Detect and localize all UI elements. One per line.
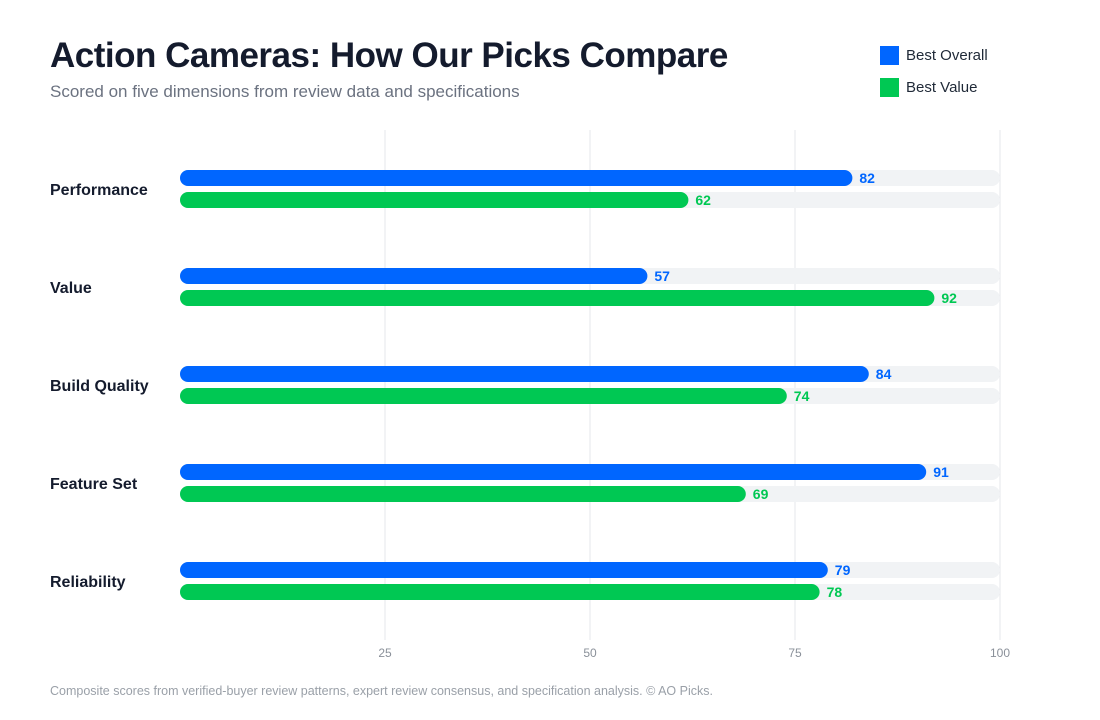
- category-label-performance: Performance: [50, 182, 148, 199]
- value-label-build-quality-best-overall: 84: [876, 366, 892, 382]
- x-tick-label-50: 50: [583, 646, 597, 660]
- bar-value-best-value: [180, 290, 935, 306]
- bar-performance-best-value: [180, 192, 689, 208]
- legend-item-best-value: Best Value: [880, 77, 988, 97]
- legend-swatch-best-overall: [880, 45, 899, 65]
- bar-performance-best-overall: [180, 170, 853, 186]
- value-label-feature-set-best-value: 69: [753, 486, 769, 502]
- legend: Best Overall Best Value: [880, 45, 988, 109]
- value-label-feature-set-best-overall: 91: [933, 464, 949, 480]
- legend-label-best-value: Best Value: [906, 78, 978, 96]
- bar-build-quality-best-overall: [180, 366, 869, 382]
- category-label-feature-set: Feature Set: [50, 476, 138, 493]
- bar-build-quality-best-value: [180, 388, 787, 404]
- x-tick-label-75: 75: [788, 646, 802, 660]
- bar-feature-set-best-value: [180, 486, 746, 502]
- category-label-value: Value: [50, 280, 92, 297]
- category-label-build-quality: Build Quality: [50, 378, 149, 395]
- value-label-build-quality-best-value: 74: [794, 388, 810, 404]
- value-label-performance-best-overall: 82: [859, 170, 875, 186]
- legend-label-best-overall: Best Overall: [906, 46, 988, 64]
- category-label-reliability: Reliability: [50, 574, 126, 591]
- x-tick-label-100: 100: [990, 646, 1010, 660]
- bar-reliability-best-overall: [180, 562, 828, 578]
- value-label-reliability-best-value: 78: [827, 584, 843, 600]
- legend-item-best-overall: Best Overall: [880, 45, 988, 65]
- chart-subtitle: Scored on five dimensions from review da…: [50, 82, 520, 101]
- legend-swatch-best-value: [880, 77, 899, 97]
- value-label-value-best-value: 92: [941, 290, 957, 306]
- value-label-reliability-best-overall: 79: [835, 562, 851, 578]
- chart-title: Action Cameras: How Our Picks Compare: [50, 36, 728, 75]
- bar-value-best-overall: [180, 268, 648, 284]
- bar-reliability-best-value: [180, 584, 820, 600]
- value-label-value-best-overall: 57: [654, 268, 670, 284]
- footnote: Composite scores from verified-buyer rev…: [50, 684, 713, 698]
- value-label-performance-best-value: 62: [695, 192, 711, 208]
- x-tick-label-25: 25: [378, 646, 392, 660]
- bar-feature-set-best-overall: [180, 464, 927, 480]
